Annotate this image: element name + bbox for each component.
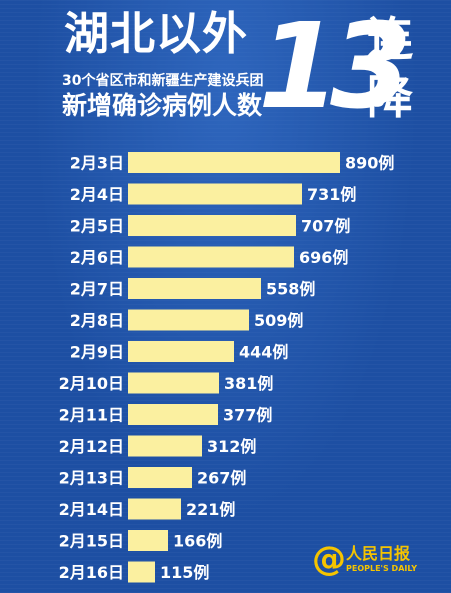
category-label: 2月4日 [70, 185, 124, 204]
bar [128, 341, 234, 362]
bar [128, 152, 340, 173]
value-label: 267例 [197, 469, 246, 488]
category-label: 2月6日 [70, 248, 124, 267]
value-label: 707例 [301, 217, 350, 236]
title-main: 湖北以外 [64, 7, 249, 60]
category-label: 2月14日 [59, 500, 124, 519]
bar-chart: 2月3日 890例 2月4日 731例 2月5日 707例 2月6日 696例 2月7日 558例… [59, 152, 394, 583]
category-label: 2月16日 [59, 563, 124, 582]
bar [128, 498, 181, 520]
bar [128, 372, 219, 394]
bar [128, 467, 192, 488]
value-label: 312例 [207, 437, 256, 456]
streak-label: 连 降 [365, 10, 415, 126]
streak-number: 13 [258, 0, 412, 135]
streak-char-1: 连 [367, 12, 413, 66]
people-daily-logo: @ 人民日报 PEOPLE'S DAILY [312, 540, 432, 580]
category-label: 2月10日 [59, 374, 124, 393]
at-symbol-icon: @ [312, 539, 346, 579]
bar [128, 561, 155, 583]
bar [128, 246, 294, 268]
value-label: 444例 [239, 343, 288, 362]
category-label: 2月5日 [70, 217, 124, 236]
category-label: 2月13日 [59, 469, 124, 488]
title-metric: 新增确诊病例人数 [62, 91, 263, 120]
logo-english: PEOPLE'S DAILY [346, 564, 418, 573]
bar [128, 183, 302, 205]
value-label: 558例 [266, 280, 315, 299]
bar [128, 435, 202, 457]
value-label: 731例 [307, 185, 356, 204]
value-label: 890例 [345, 154, 394, 173]
value-label: 115例 [160, 563, 209, 582]
value-label: 509例 [254, 311, 303, 330]
title-subtitle: 30个省区市和新疆生产建设兵团 [62, 73, 264, 89]
bar [128, 404, 218, 425]
bar [128, 215, 296, 236]
category-label: 2月11日 [59, 406, 124, 425]
category-label: 2月9日 [70, 343, 124, 362]
bar [128, 309, 249, 331]
value-label: 381例 [224, 374, 273, 393]
value-label: 221例 [186, 500, 235, 519]
value-label: 166例 [173, 532, 222, 551]
bar [128, 530, 168, 551]
category-label: 2月15日 [59, 532, 124, 551]
header: 湖北以外 30个省区市和新疆生产建设兵团 新增确诊病例人数 13 连 降 [0, 0, 451, 140]
category-label: 2月8日 [70, 311, 124, 330]
streak-char-2: 降 [367, 70, 413, 124]
logo-name: 人民日报 [346, 544, 411, 563]
category-label: 2月7日 [70, 280, 124, 299]
bar [128, 278, 261, 299]
value-label: 696例 [299, 248, 348, 267]
value-label: 377例 [223, 406, 272, 425]
category-label: 2月3日 [70, 154, 124, 173]
category-label: 2月12日 [59, 437, 124, 456]
